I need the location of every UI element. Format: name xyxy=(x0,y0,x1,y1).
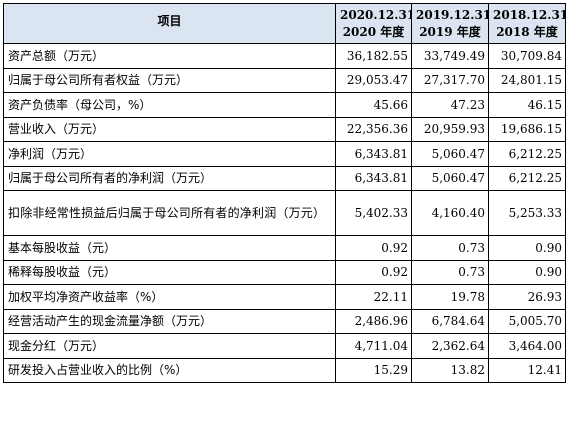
header-2020-year: 2020 年度 xyxy=(342,24,405,39)
row-label: 资产总额（万元） xyxy=(3,43,336,69)
cell-2018: 0.90 xyxy=(488,235,566,261)
cell-2020: 0.92 xyxy=(335,235,412,261)
table-row: 归属于母公司所有者权益（万元） 29,053.47 27,317.70 24,8… xyxy=(3,67,566,93)
table-row: 资产总额（万元） 36,182.55 33,749.49 30,709.84 xyxy=(3,43,566,69)
row-label: 营业收入（万元） xyxy=(3,116,336,142)
cell-2019: 4,160.40 xyxy=(411,190,489,236)
row-label: 基本每股收益（元） xyxy=(3,235,336,261)
cell-2020: 15.29 xyxy=(335,357,412,383)
cell-2018: 30,709.84 xyxy=(488,43,566,69)
table-row: 扣除非经常性损益后归属于母公司所有者的净利润（万元） 5,402.33 4,16… xyxy=(3,190,566,236)
table-row: 净利润（万元） 6,343.81 5,060.47 6,212.25 xyxy=(3,141,566,167)
header-2020-date: 2020.12.31/ xyxy=(340,7,411,22)
cell-2018: 0.90 xyxy=(488,259,566,285)
cell-2019: 27,317.70 xyxy=(411,67,489,93)
header-2019-year: 2019 年度 xyxy=(419,24,481,39)
cell-2019: 2,362.64 xyxy=(411,333,489,359)
cell-2020: 5,402.33 xyxy=(335,190,412,236)
header-2018: 2018.12.31/ 2018 年度 xyxy=(488,3,566,44)
cell-2018: 3,464.00 xyxy=(488,333,566,359)
financial-summary-table: 项目 2020.12.31/ 2020 年度 2019.12.31/ 2019 … xyxy=(3,3,566,383)
cell-2018: 26.93 xyxy=(488,284,566,310)
cell-2019: 20,959.93 xyxy=(411,116,489,142)
row-label: 净利润（万元） xyxy=(3,141,336,167)
cell-2020: 4,711.04 xyxy=(335,333,412,359)
table-row: 现金分红（万元） 4,711.04 2,362.64 3,464.00 xyxy=(3,333,566,359)
cell-2019: 19.78 xyxy=(411,284,489,310)
cell-2020: 22,356.36 xyxy=(335,116,412,142)
cell-2019: 47.23 xyxy=(411,92,489,118)
row-label: 扣除非经常性损益后归属于母公司所有者的净利润（万元） xyxy=(3,190,336,236)
table-row: 基本每股收益（元） 0.92 0.73 0.90 xyxy=(3,235,566,261)
row-label: 稀释每股收益（元） xyxy=(3,259,336,285)
cell-2020: 22.11 xyxy=(335,284,412,310)
cell-2020: 6,343.81 xyxy=(335,141,412,167)
table-row: 加权平均净资产收益率（%） 22.11 19.78 26.93 xyxy=(3,284,566,310)
cell-2018: 5,005.70 xyxy=(488,308,566,334)
header-2018-date: 2018.12.31/ xyxy=(493,7,566,22)
table-row: 营业收入（万元） 22,356.36 20,959.93 19,686.15 xyxy=(3,116,566,142)
table-row: 稀释每股收益（元） 0.92 0.73 0.90 xyxy=(3,259,566,285)
row-label: 现金分红（万元） xyxy=(3,333,336,359)
cell-2019: 0.73 xyxy=(411,259,489,285)
row-label: 加权平均净资产收益率（%） xyxy=(3,284,336,310)
cell-2020: 36,182.55 xyxy=(335,43,412,69)
table-row: 资产负债率（母公司，%） 45.66 47.23 46.15 xyxy=(3,92,566,118)
cell-2019: 13.82 xyxy=(411,357,489,383)
header-2018-year: 2018 年度 xyxy=(496,24,558,39)
header-2019: 2019.12.31/ 2019 年度 xyxy=(411,3,489,44)
table-body: 资产总额（万元） 36,182.55 33,749.49 30,709.84 归… xyxy=(3,43,566,383)
header-item: 项目 xyxy=(3,3,336,44)
cell-2018: 6,212.25 xyxy=(488,141,566,167)
cell-2018: 5,253.33 xyxy=(488,190,566,236)
table-row: 经营活动产生的现金流量净额（万元） 2,486.96 6,784.64 5,00… xyxy=(3,308,566,334)
cell-2018: 12.41 xyxy=(488,357,566,383)
cell-2020: 45.66 xyxy=(335,92,412,118)
cell-2018: 19,686.15 xyxy=(488,116,566,142)
cell-2020: 0.92 xyxy=(335,259,412,285)
cell-2019: 0.73 xyxy=(411,235,489,261)
header-row: 项目 2020.12.31/ 2020 年度 2019.12.31/ 2019 … xyxy=(3,3,566,44)
cell-2020: 2,486.96 xyxy=(335,308,412,334)
header-2019-date: 2019.12.31/ xyxy=(416,7,489,22)
cell-2019: 5,060.47 xyxy=(411,165,489,191)
row-label: 归属于母公司所有者的净利润（万元） xyxy=(3,165,336,191)
row-label: 资产负债率（母公司，%） xyxy=(3,92,336,118)
cell-2018: 46.15 xyxy=(488,92,566,118)
header-2020: 2020.12.31/ 2020 年度 xyxy=(335,3,412,44)
cell-2019: 33,749.49 xyxy=(411,43,489,69)
cell-2019: 6,784.64 xyxy=(411,308,489,334)
row-label: 归属于母公司所有者权益（万元） xyxy=(3,67,336,93)
cell-2019: 5,060.47 xyxy=(411,141,489,167)
row-label: 研发投入占营业收入的比例（%） xyxy=(3,357,336,383)
cell-2020: 29,053.47 xyxy=(335,67,412,93)
cell-2020: 6,343.81 xyxy=(335,165,412,191)
cell-2018: 24,801.15 xyxy=(488,67,566,93)
table-row: 归属于母公司所有者的净利润（万元） 6,343.81 5,060.47 6,21… xyxy=(3,165,566,191)
table-header: 项目 2020.12.31/ 2020 年度 2019.12.31/ 2019 … xyxy=(3,3,566,44)
cell-2018: 6,212.25 xyxy=(488,165,566,191)
row-label: 经营活动产生的现金流量净额（万元） xyxy=(3,308,336,334)
table-row: 研发投入占营业收入的比例（%） 15.29 13.82 12.41 xyxy=(3,357,566,383)
